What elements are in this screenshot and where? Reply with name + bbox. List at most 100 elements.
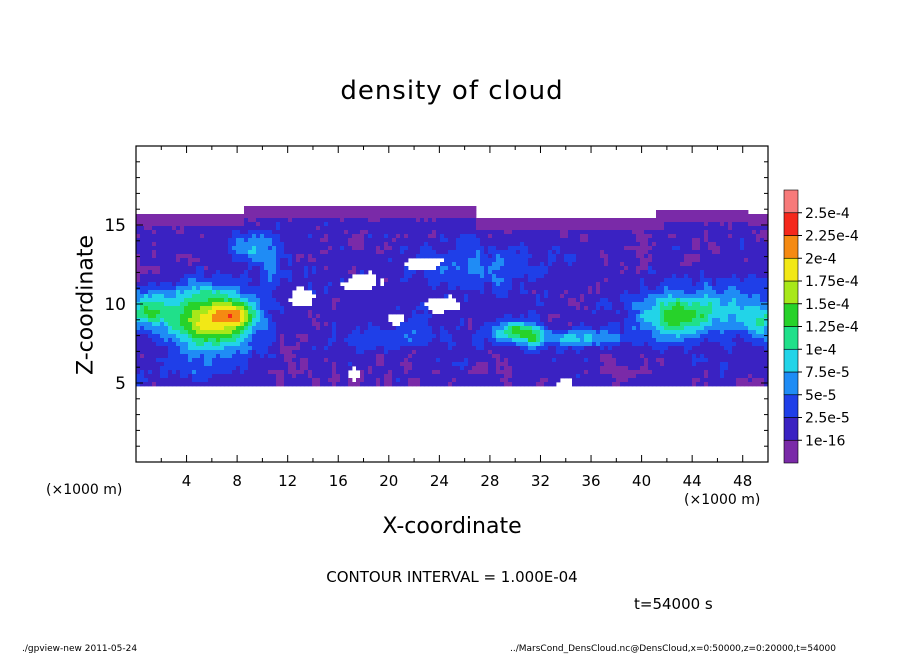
density-cell: [164, 294, 169, 299]
density-cell: [472, 314, 477, 319]
density-cell: [200, 298, 205, 303]
density-cell: [364, 270, 369, 275]
density-cell: [616, 282, 621, 287]
density-cell: [364, 218, 369, 223]
density-cell: [408, 338, 413, 343]
density-cell: [688, 262, 693, 267]
density-cell: [640, 242, 645, 247]
density-cell: [516, 290, 521, 295]
density-cell: [372, 270, 377, 275]
density-cell: [568, 258, 573, 263]
density-cell: [736, 230, 741, 235]
density-cell: [336, 298, 341, 303]
density-cell: [544, 282, 549, 287]
density-cell: [220, 282, 225, 287]
density-cell: [508, 234, 513, 239]
density-cell: [284, 270, 289, 275]
density-cell: [628, 278, 633, 283]
density-cell: [684, 322, 689, 327]
density-cell: [572, 270, 577, 275]
density-cell: [460, 238, 465, 243]
density-cell: [368, 250, 373, 255]
density-cell: [320, 226, 325, 231]
density-cell: [364, 298, 369, 303]
density-cell: [232, 326, 237, 331]
density-cell: [268, 294, 273, 299]
density-cell: [484, 294, 489, 299]
density-cell: [216, 266, 221, 271]
density-cell: [200, 258, 205, 263]
density-cell: [488, 258, 493, 263]
density-cell: [392, 290, 397, 295]
density-cell: [620, 218, 625, 223]
density-cell: [464, 254, 469, 259]
density-cell: [524, 274, 529, 279]
density-cell: [444, 258, 449, 263]
density-cell: [292, 214, 297, 219]
density-cell: [432, 314, 437, 319]
density-cell: [700, 314, 705, 319]
density-cell: [592, 326, 597, 331]
density-cell: [276, 290, 281, 295]
density-cell: [592, 254, 597, 259]
density-cell: [312, 254, 317, 259]
density-cell: [320, 326, 325, 331]
density-cell: [312, 226, 317, 231]
density-cell: [180, 254, 185, 259]
density-cell: [692, 222, 697, 227]
density-cell: [248, 270, 253, 275]
density-cell: [516, 278, 521, 283]
density-cell: [472, 282, 477, 287]
density-cell: [428, 226, 433, 231]
density-cell: [488, 226, 493, 231]
density-cell: [236, 306, 241, 311]
density-cell: [344, 318, 349, 323]
density-cell: [700, 230, 705, 235]
density-cell: [412, 238, 417, 243]
density-cell: [480, 242, 485, 247]
density-cell: [488, 294, 493, 299]
density-cell: [192, 218, 197, 223]
density-cell: [508, 302, 513, 307]
density-cell: [432, 242, 437, 247]
density-cell: [316, 330, 321, 335]
density-cell: [756, 218, 761, 223]
density-cell: [168, 282, 173, 287]
density-cell: [516, 330, 521, 335]
density-cell: [340, 338, 345, 343]
density-cell: [264, 338, 269, 343]
density-cell: [412, 298, 417, 303]
density-cell: [276, 222, 281, 227]
density-cell: [620, 258, 625, 263]
density-cell: [464, 314, 469, 319]
density-cell: [464, 234, 469, 239]
density-cell: [756, 230, 761, 235]
density-cell: [292, 270, 297, 275]
density-cell: [276, 246, 281, 251]
density-cell: [496, 222, 501, 227]
density-cell: [752, 262, 757, 267]
density-cell: [508, 274, 513, 279]
density-cell: [732, 302, 737, 307]
density-cell: [584, 322, 589, 327]
density-cell: [352, 222, 357, 227]
density-cell: [596, 318, 601, 323]
density-cell: [256, 242, 261, 247]
density-cell: [644, 310, 649, 315]
density-cell: [624, 238, 629, 243]
density-cell: [472, 222, 477, 227]
density-cell: [148, 318, 153, 323]
density-cell: [280, 278, 285, 283]
density-cell: [312, 266, 317, 271]
density-cell: [516, 250, 521, 255]
density-cell: [576, 306, 581, 311]
density-cell: [752, 278, 757, 283]
density-cell: [512, 246, 517, 251]
density-cell: [376, 262, 381, 267]
density-cell: [476, 274, 481, 279]
density-cell: [216, 230, 221, 235]
density-cell: [528, 274, 533, 279]
density-cell: [672, 246, 677, 251]
density-cell: [224, 330, 229, 335]
density-cell: [388, 226, 393, 231]
